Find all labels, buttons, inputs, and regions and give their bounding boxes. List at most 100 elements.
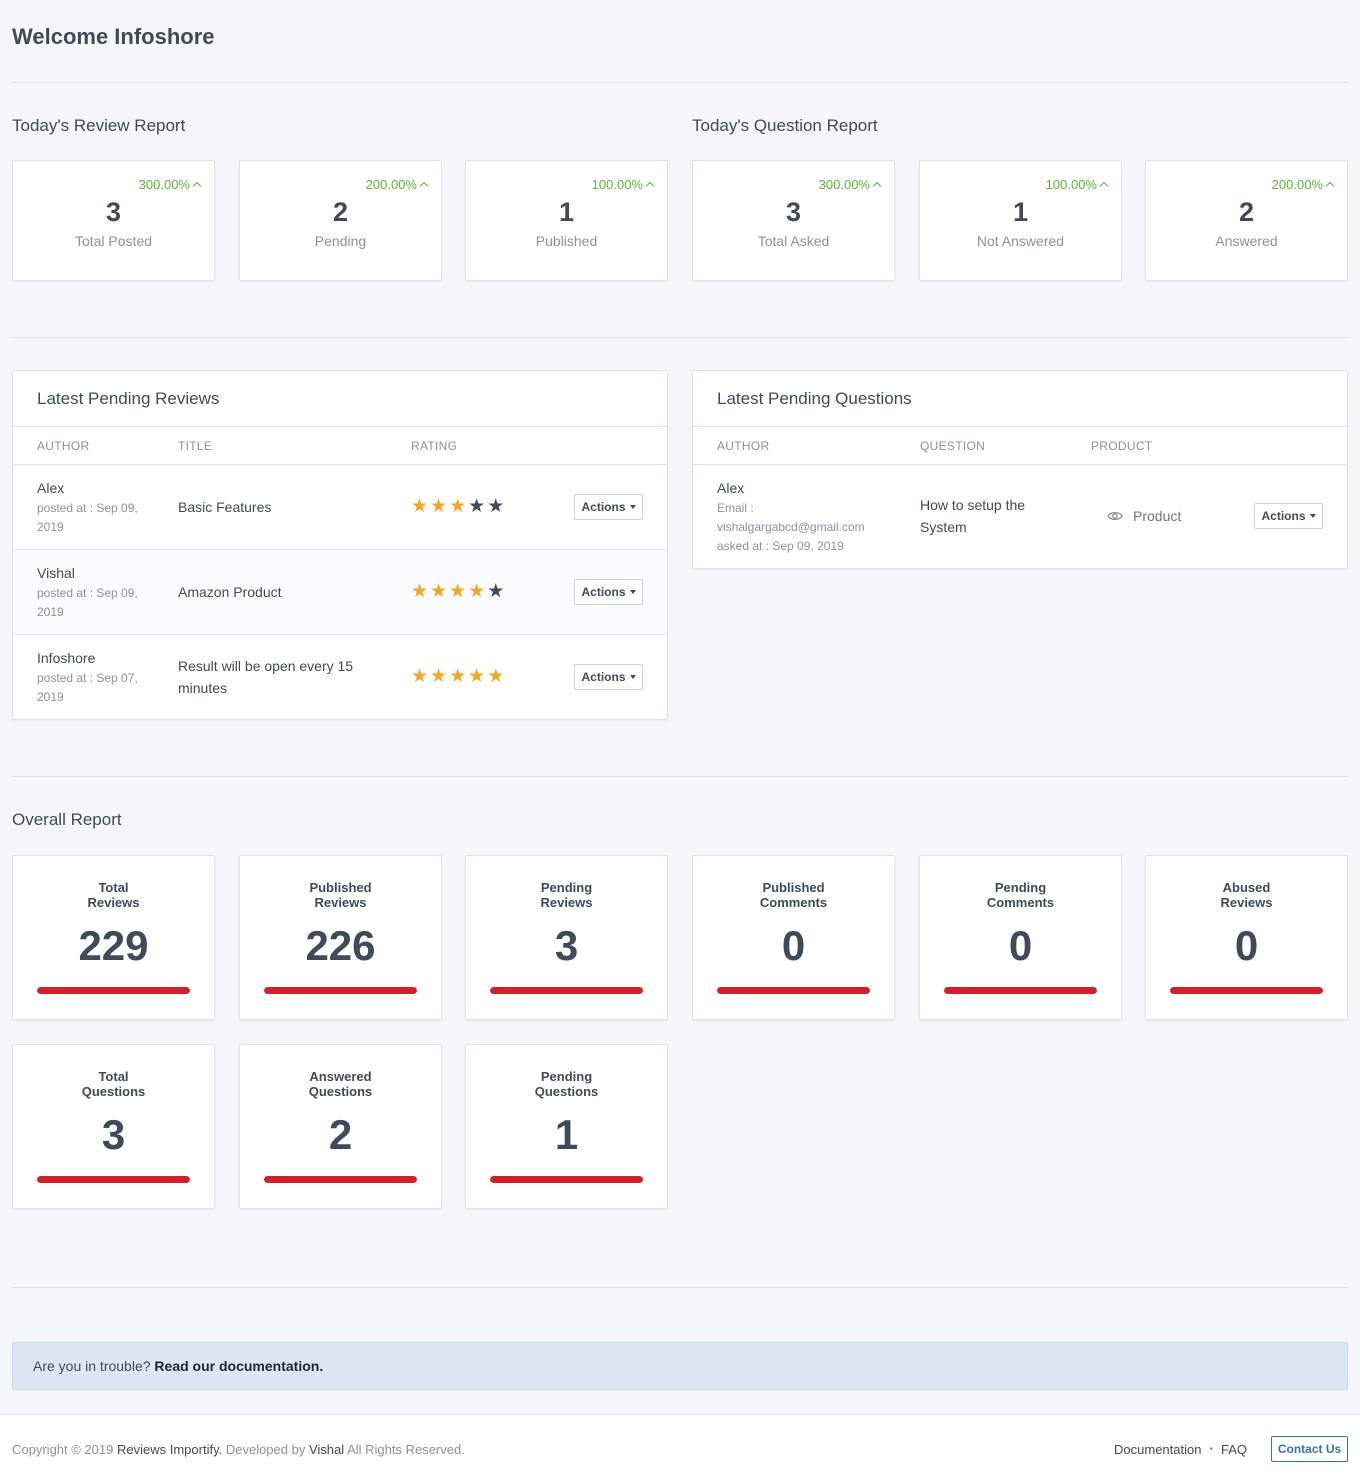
overall-stat-value: 1	[554, 1111, 579, 1158]
overall-stat-label-line1: Abused	[1222, 880, 1271, 895]
overall-stat-card: Published Comments 0	[692, 855, 895, 1020]
review-year: 2019	[37, 520, 64, 534]
star-filled-icon: ★	[487, 666, 505, 687]
stat-value: 3	[785, 197, 802, 227]
panel-title: Latest Pending Questions	[717, 389, 912, 408]
page-title: Welcome Infoshore	[12, 24, 215, 49]
overall-stat-value: 226	[305, 922, 376, 969]
app-name-link[interactable]: Reviews Importify.	[116, 1442, 223, 1457]
actions-dropdown-button[interactable]: Actions	[1254, 503, 1323, 529]
product-link[interactable]: Product	[1133, 508, 1182, 524]
progress-bar-fill	[264, 1176, 417, 1183]
pending-questions-panel: Latest Pending Questions AUTHOR QUESTION…	[692, 370, 1348, 569]
review-author: Vishal	[37, 565, 75, 581]
chevron-up-icon	[419, 181, 429, 191]
overall-stat-label-line2: Reviews	[314, 895, 367, 910]
actions-label: Actions	[1261, 509, 1306, 523]
stat-value: 3	[105, 197, 122, 227]
question-report-title: Today's Question Report	[692, 116, 878, 135]
actions-dropdown-button[interactable]: Actions	[574, 579, 643, 605]
star-filled-icon: ★	[411, 666, 429, 687]
progress-bar-fill	[37, 1176, 190, 1183]
star-filled-icon: ★	[430, 496, 448, 517]
developer-link[interactable]: Vishal	[308, 1442, 345, 1457]
footer-documentation-link[interactable]: Documentation	[1114, 1442, 1202, 1457]
overall-stat-label: Pending Questions	[466, 1069, 667, 1099]
caret-down-icon	[629, 505, 636, 509]
overall-stat-label: Pending Reviews	[466, 880, 667, 910]
stat-trend: 100.00%	[592, 177, 655, 192]
contact-us-button[interactable]: Contact Us	[1271, 1436, 1348, 1462]
panel-title: Latest Pending Reviews	[37, 389, 220, 408]
overall-stat-label: Published Reviews	[240, 880, 441, 910]
overall-stat-label-line2: Reviews	[540, 895, 593, 910]
stat-label: Total Asked	[757, 233, 830, 249]
overall-stat-label-line1: Pending	[994, 880, 1047, 895]
copyright-text: Copyright © 2019	[12, 1442, 114, 1457]
notice-text: Are you in trouble?	[33, 1358, 151, 1374]
star-empty-icon: ★	[468, 496, 486, 517]
stat-label: Published	[535, 233, 598, 249]
question-text: How to setup the	[920, 497, 1026, 513]
actions-dropdown-button[interactable]: Actions	[574, 664, 643, 690]
question-email: vishalgargabcd@gmail.com	[717, 520, 865, 534]
progress-bar-fill	[264, 987, 417, 994]
table-row: Alex posted at : Sep 09, 2019 Basic Feat…	[13, 465, 667, 550]
actions-dropdown-button[interactable]: Actions	[574, 494, 643, 520]
stat-value: 2	[1238, 197, 1255, 227]
overall-stat-card: Abused Reviews 0	[1145, 855, 1348, 1020]
overall-stat-card: Total Questions 3	[12, 1044, 215, 1209]
overall-stat-label-line1: Pending	[540, 880, 593, 895]
overall-stat-label-line2: Reviews	[1220, 895, 1273, 910]
stat-percent: 200.00%	[1271, 177, 1323, 192]
table-header: AUTHOR QUESTION PRODUCT	[693, 426, 1347, 465]
divider	[12, 776, 1348, 777]
review-year: 2019	[37, 690, 64, 704]
stat-trend: 300.00%	[139, 177, 202, 192]
caret-down-icon	[1309, 514, 1316, 518]
overall-stat-label: Published Comments	[693, 880, 894, 910]
pending-reviews-panel: Latest Pending Reviews AUTHOR TITLE RATI…	[12, 370, 668, 720]
progress-bar	[490, 1176, 643, 1183]
divider	[12, 337, 1348, 338]
overall-stat-value: 0	[781, 922, 806, 969]
progress-bar	[37, 1176, 190, 1183]
table-row: Vishal posted at : Sep 09, 2019 Amazon P…	[13, 550, 667, 635]
star-filled-icon: ★	[411, 581, 429, 602]
overall-stat-label-line2: Questions	[308, 1084, 373, 1099]
stat-value: 1	[558, 197, 575, 227]
progress-bar-fill	[490, 1176, 643, 1183]
progress-bar-fill	[37, 987, 190, 994]
column-header-author: AUTHOR	[37, 439, 90, 453]
stat-card-pending: 200.00% 2 Pending	[239, 160, 442, 281]
help-notice: Are you in trouble? Read our documentati…	[12, 1342, 1348, 1390]
progress-bar	[944, 987, 1097, 994]
overall-stat-value: 229	[78, 922, 149, 969]
question-date: asked at : Sep 09, 2019	[717, 539, 844, 553]
star-rating: ★ ★ ★ ★ ★	[411, 582, 504, 601]
stat-trend: 300.00%	[819, 177, 882, 192]
overall-stat-label-line2: Comments	[986, 895, 1055, 910]
column-header-rating: RATING	[411, 439, 458, 453]
review-date: posted at : Sep 09,	[37, 501, 138, 515]
overall-stat-card: Pending Reviews 3	[465, 855, 668, 1020]
star-filled-icon: ★	[468, 581, 486, 602]
stat-label: Answered	[1215, 233, 1278, 249]
progress-bar	[264, 1176, 417, 1183]
overall-stat-value: 0	[1008, 922, 1033, 969]
overall-stat-label-line1: Total	[98, 880, 129, 895]
question-author: Alex	[717, 480, 745, 496]
documentation-link[interactable]: Read our documentation.	[154, 1358, 324, 1374]
footer-faq-link[interactable]: FAQ	[1220, 1442, 1247, 1457]
chevron-up-icon	[1099, 181, 1109, 191]
developed-by-text: Developed by	[225, 1442, 306, 1457]
star-empty-icon: ★	[487, 581, 505, 602]
overall-stat-label-line2: Questions	[81, 1084, 146, 1099]
overall-stat-card: Pending Questions 1	[465, 1044, 668, 1209]
question-text-cont: System	[920, 519, 967, 535]
star-filled-icon: ★	[468, 666, 486, 687]
overall-stat-card: Pending Comments 0	[919, 855, 1122, 1020]
review-date: posted at : Sep 07,	[37, 671, 138, 685]
progress-bar-fill	[944, 987, 1097, 994]
overall-stat-value: 3	[554, 922, 579, 969]
